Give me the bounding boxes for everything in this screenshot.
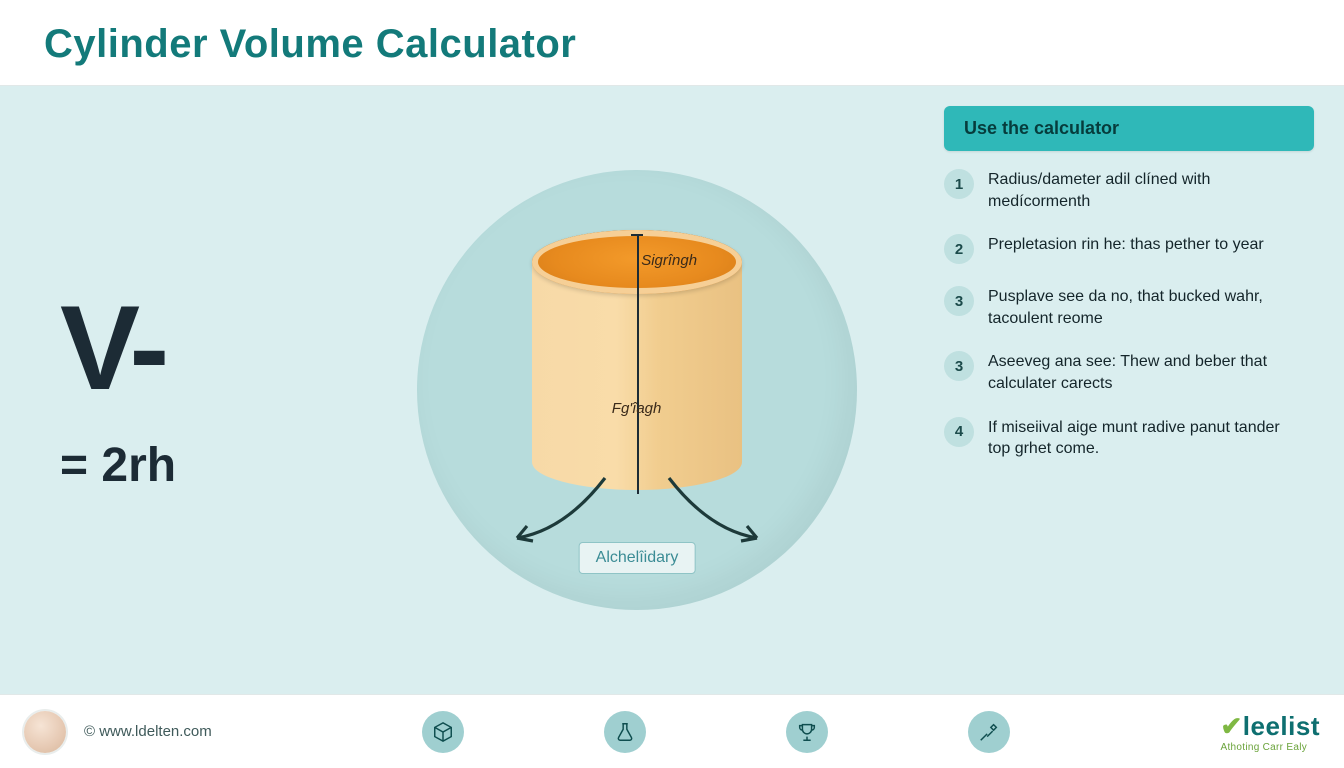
step-item: 3 Pusplave see da no, that bucked wahr, … — [944, 286, 1314, 329]
steps-heading: Use the calculator — [944, 106, 1314, 151]
step-text: Radius/dameter adil clíned with medícorm… — [988, 169, 1288, 212]
step-text: Prepletasion rin he: thas pether to year — [988, 234, 1264, 256]
footer-icons — [230, 711, 1203, 753]
brand-name: ✔leelist — [1220, 711, 1320, 742]
rotation-arrow-right — [659, 470, 769, 550]
formula-symbol: V- — [60, 288, 330, 408]
site-url: © www.ldelten.com — [84, 723, 212, 740]
diagram-caption: Alchelîidary — [579, 542, 696, 574]
step-item: 4 If miseiival aige munt radive panut ta… — [944, 417, 1314, 460]
footer: © www.ldelten.com ✔leelist Athoting Carr… — [0, 694, 1344, 768]
trophy-icon[interactable] — [786, 711, 828, 753]
steps-panel: Use the calculator 1 Radius/dameter adil… — [944, 86, 1344, 694]
height-line — [637, 234, 639, 494]
cylinder-illustration: Sigrîngh Fg'îagh Alchelîidary — [417, 170, 857, 610]
step-item: 1 Radius/dameter adil clíned with medíco… — [944, 169, 1314, 212]
step-number-badge: 2 — [944, 234, 974, 264]
steps-list: 1 Radius/dameter adil clíned with medíco… — [944, 169, 1314, 460]
radius-label: Sigrîngh — [641, 252, 697, 269]
avatar — [24, 711, 66, 753]
main-content: V- = 2rh Sigrîngh Fg'îagh — [0, 86, 1344, 694]
step-text: If miseiival aige munt radive panut tand… — [988, 417, 1288, 460]
cylinder: Sigrîngh Fg'îagh — [532, 230, 742, 490]
tools-icon[interactable] — [968, 711, 1010, 753]
brand-tagline: Athoting Carr Ealy — [1220, 742, 1307, 753]
step-text: Pusplave see da no, that bucked wahr, ta… — [988, 286, 1288, 329]
formula-equation: = 2rh — [60, 438, 330, 493]
formula-column: V- = 2rh — [0, 86, 330, 694]
step-item: 3 Aseeveg ana see: Thew and beber that c… — [944, 351, 1314, 394]
step-number-badge: 1 — [944, 169, 974, 199]
page-title: Cylinder Volume Calculator — [44, 22, 1300, 67]
step-number-badge: 4 — [944, 417, 974, 447]
step-text: Aseeveg ana see: Thew and beber that cal… — [988, 351, 1288, 394]
step-number-badge: 3 — [944, 351, 974, 381]
header: Cylinder Volume Calculator — [0, 0, 1344, 86]
height-label: Fg'îagh — [612, 400, 662, 417]
height-tick — [631, 234, 643, 236]
step-item: 2 Prepletasion rin he: thas pether to ye… — [944, 234, 1314, 264]
step-number-badge: 3 — [944, 286, 974, 316]
diagram-column: Sigrîngh Fg'îagh Alchelîidary — [330, 86, 944, 694]
brand: ✔leelist Athoting Carr Ealy — [1220, 711, 1320, 753]
flask-icon[interactable] — [604, 711, 646, 753]
cube-icon[interactable] — [422, 711, 464, 753]
brand-name-text: leelist — [1243, 711, 1320, 741]
rotation-arrow-left — [505, 470, 615, 550]
